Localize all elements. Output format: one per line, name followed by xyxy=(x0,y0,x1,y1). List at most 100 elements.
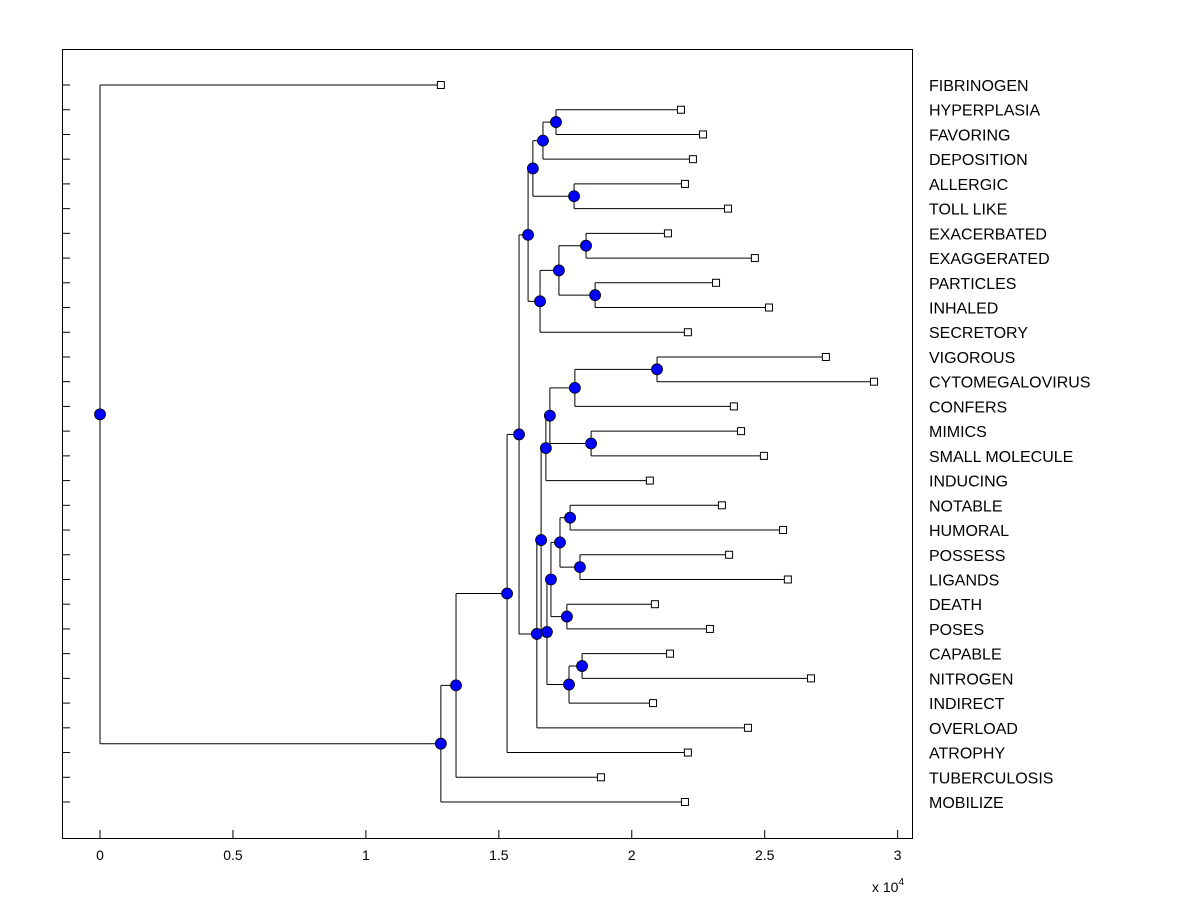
leaf-label: FAVORING xyxy=(929,127,1011,144)
leaf-label: VIGOROUS xyxy=(929,350,1015,367)
node-marker xyxy=(564,511,576,524)
node-marker xyxy=(563,678,575,691)
node-marker xyxy=(651,363,663,376)
x-tick-label: 2.5 xyxy=(755,847,775,863)
leaf-label: INDUCING xyxy=(929,474,1008,491)
node-marker xyxy=(535,534,548,546)
leaf-marker xyxy=(688,155,697,164)
node-marker xyxy=(589,289,601,302)
node-marker xyxy=(501,587,513,600)
leaf-marker xyxy=(764,303,773,312)
leaf-marker xyxy=(779,526,788,535)
node-marker xyxy=(545,573,557,586)
node-marker xyxy=(585,437,597,450)
leaf-marker xyxy=(436,81,445,89)
leaf-label: CYTOMEGALOVIRUS xyxy=(929,375,1091,392)
node-marker xyxy=(553,264,565,277)
leaf-label: DEPOSITION xyxy=(929,152,1028,169)
x-tick-label: 1 xyxy=(362,847,370,863)
leaf-marker xyxy=(724,204,733,213)
leaf-label: POSSESS xyxy=(929,548,1005,565)
leaf-marker xyxy=(666,649,675,658)
leaf-marker xyxy=(759,451,768,460)
leaf-marker xyxy=(737,427,746,436)
leaf-marker xyxy=(821,352,830,361)
node-marker xyxy=(550,116,562,128)
leaf-label: POSES xyxy=(929,622,984,639)
leaf-marker xyxy=(683,748,692,757)
node-marker xyxy=(574,561,586,574)
x-tick-label: 0.5 xyxy=(223,847,243,863)
node-marker xyxy=(537,134,549,147)
x-tick-label: 0 xyxy=(96,847,104,863)
leaf-label: OVERLOAD xyxy=(929,721,1018,738)
node-marker xyxy=(576,660,588,672)
node-marker xyxy=(554,536,566,549)
x-tick-label: 2 xyxy=(628,847,636,863)
x-multiplier: x 104 xyxy=(872,877,904,895)
leaf-marker xyxy=(705,624,714,633)
leaf-marker xyxy=(783,575,792,584)
node-marker xyxy=(539,442,552,455)
x-tick-label: 3 xyxy=(894,847,902,863)
leaf-label: SECRETORY xyxy=(929,325,1028,342)
leaf-label: NOTABLE xyxy=(929,498,1003,515)
node-marker xyxy=(526,162,539,175)
leaf-marker xyxy=(663,229,672,238)
leaf-label: INDIRECT xyxy=(929,696,1005,713)
node-marker xyxy=(434,737,447,750)
leaf-marker xyxy=(680,179,689,188)
leaf-marker xyxy=(649,699,658,708)
node-marker xyxy=(94,408,106,421)
leaf-marker xyxy=(712,278,721,287)
leaf-marker xyxy=(645,476,654,485)
leaf-marker xyxy=(699,130,708,139)
leaf-label: NITROGEN xyxy=(929,671,1013,688)
plot-area xyxy=(62,49,913,839)
leaf-label: INHALED xyxy=(929,301,998,318)
leaf-marker xyxy=(869,377,878,386)
leaf-labels: FIBRINOGEN HYPERPLASIA FAVORING DEPOSITION A… xyxy=(929,78,1091,812)
leaf-label: SMALL MOLECULE xyxy=(929,449,1073,466)
leaf-label: CAPABLE xyxy=(929,647,1002,664)
leaf-label: PARTICLES xyxy=(929,276,1016,293)
leaf-marker xyxy=(676,105,685,114)
leaf-marker xyxy=(680,798,689,806)
leaf-label: MOBILIZE xyxy=(929,795,1004,812)
node-marker xyxy=(534,295,546,308)
leaf-label: ATROPHY xyxy=(929,746,1005,763)
node-marker xyxy=(543,409,556,422)
node-marker xyxy=(560,610,573,623)
leaf-marker xyxy=(650,600,659,609)
leaf-marker xyxy=(750,254,759,263)
dendrogram-marks xyxy=(94,81,878,806)
leaf-marker xyxy=(725,550,734,559)
leaf-label: EXAGGERATED xyxy=(929,251,1050,268)
leaf-marker xyxy=(596,773,605,782)
leaf-label: MIMICS xyxy=(929,424,987,441)
leaf-label: TUBERCULOSIS xyxy=(929,770,1053,787)
node-marker xyxy=(522,228,534,241)
leaf-marker xyxy=(717,501,726,510)
leaf-label: LIGANDS xyxy=(929,572,999,589)
leaf-label: TOLL LIKE xyxy=(929,202,1007,219)
leaf-marker xyxy=(683,328,692,337)
leaf-label: EXACERBATED xyxy=(929,226,1047,243)
x-tick-label: 1.5 xyxy=(489,847,509,863)
axis-ticks: 0 0.5 1 1.5 2 2.5 3 xyxy=(62,84,902,863)
leaf-label: HUMORAL xyxy=(929,523,1009,540)
node-marker xyxy=(450,679,462,692)
node-marker xyxy=(568,190,580,203)
leaf-marker xyxy=(729,402,738,411)
leaf-label: ALLERGIC xyxy=(929,177,1008,194)
node-marker xyxy=(580,239,592,252)
leaf-marker xyxy=(743,723,752,732)
leaf-label: FIBRINOGEN xyxy=(929,78,1029,95)
node-marker xyxy=(568,381,581,394)
leaf-label: HYPERPLASIA xyxy=(929,103,1040,120)
leaf-label: CONFERS xyxy=(929,399,1007,416)
node-marker xyxy=(530,628,543,640)
leaf-marker xyxy=(806,674,815,683)
node-marker xyxy=(513,428,525,441)
